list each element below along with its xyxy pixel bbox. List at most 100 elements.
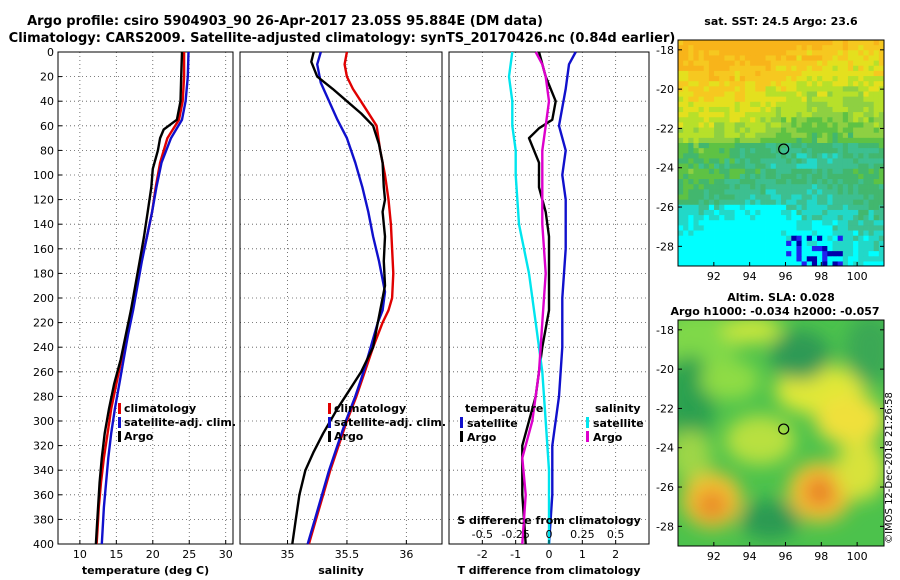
sst-cell (770, 184, 777, 190)
sst-cell (775, 91, 782, 98)
sst-cell (878, 40, 884, 46)
sst-cell (719, 256, 725, 262)
sst-cell (817, 173, 823, 180)
sst-cell (719, 189, 725, 195)
sst-cell (791, 91, 797, 98)
sst-cell (678, 45, 684, 51)
sst-cell (765, 112, 772, 118)
sst-cell (734, 91, 741, 98)
sst-cell (678, 153, 684, 159)
sst-cell (744, 127, 751, 134)
sst-cell (765, 91, 772, 98)
sst-cell (698, 45, 705, 51)
x-tick-label: 98 (814, 550, 828, 563)
sst-cell (744, 101, 751, 108)
sst-cell (878, 143, 884, 149)
sst-cell (739, 256, 746, 262)
sst-cell (714, 50, 720, 56)
sst-cell (755, 173, 761, 180)
sst-cell (765, 40, 772, 46)
sst-cell (832, 173, 839, 180)
sst-cell (868, 173, 875, 180)
sst-cell (842, 179, 849, 185)
sst-cell (842, 106, 849, 113)
sst-cell (744, 235, 751, 242)
sst-cell (755, 96, 761, 103)
sst-cell (796, 194, 802, 201)
sst-cell (827, 163, 833, 170)
sst-cell (755, 189, 761, 195)
sst-cell (811, 179, 818, 185)
sst-cell (775, 194, 782, 201)
sst-cell (770, 148, 777, 154)
sst-cell (708, 45, 715, 51)
sst-cell (873, 50, 880, 56)
sst-cell (739, 215, 746, 221)
y-tick-label: 40 (40, 95, 54, 108)
sst-cell (729, 96, 736, 103)
sst-cell (739, 184, 746, 190)
sst-cell (750, 122, 756, 128)
sst-cell (796, 179, 802, 185)
sst-cell (755, 235, 761, 242)
y-tick-label: 360 (33, 489, 54, 502)
sst-cell (822, 101, 828, 108)
sst-cell (678, 50, 684, 56)
sst-cell (683, 122, 689, 128)
sst-cell (688, 76, 694, 82)
sst-cell (822, 256, 828, 262)
sst-cell (791, 76, 797, 82)
sst-cell (858, 132, 864, 139)
sst-cell (873, 122, 880, 128)
sst-cell (724, 45, 730, 51)
sst-cell (719, 91, 725, 98)
sst-cell (708, 230, 715, 237)
sst-cell (765, 220, 772, 226)
sst-cell (781, 50, 787, 56)
sst-cell (734, 55, 741, 61)
sst-cell (791, 40, 797, 46)
sst-cell (847, 70, 854, 77)
sst-cell (708, 132, 715, 139)
sst-cell (801, 179, 808, 185)
sst-cell (873, 45, 880, 51)
sst-cell (770, 60, 777, 67)
sst-cell (703, 127, 710, 134)
sst-cell (719, 220, 725, 226)
sst-cell (853, 137, 859, 144)
sst-cell (837, 153, 844, 159)
sst-cell (791, 246, 797, 252)
sst-cell (678, 76, 684, 82)
sst-cell (719, 179, 725, 185)
sst-cell (817, 45, 823, 51)
legend-entry: climatology (334, 402, 406, 415)
sst-cell (791, 70, 797, 77)
sst-cell (853, 261, 859, 266)
sst-cell (863, 168, 869, 175)
sst-cell (750, 204, 756, 211)
sst-cell (693, 168, 699, 175)
x-tick-label: 96 (778, 270, 792, 283)
sst-cell (693, 189, 699, 195)
sst-cell (765, 158, 772, 164)
sst-cell (873, 240, 880, 247)
sst-cell (837, 220, 844, 226)
sst-cell (817, 251, 823, 257)
sst-cell (801, 96, 808, 103)
sst-cell (714, 127, 720, 134)
sst-cell (714, 101, 720, 108)
sst-cell (858, 50, 864, 56)
sst-cell (760, 143, 766, 149)
sst-cell (847, 209, 854, 216)
sst-cell (693, 50, 699, 56)
sst-cell (683, 251, 689, 257)
sst-cell (688, 55, 694, 61)
sst-cell (734, 261, 741, 266)
sst-cell (822, 225, 828, 231)
sst-cell (811, 96, 818, 103)
sst-cell (693, 76, 699, 82)
sst-cell (744, 215, 751, 221)
sst-cell (806, 91, 813, 98)
sst-cell (822, 148, 828, 154)
sst-cell (734, 96, 741, 103)
